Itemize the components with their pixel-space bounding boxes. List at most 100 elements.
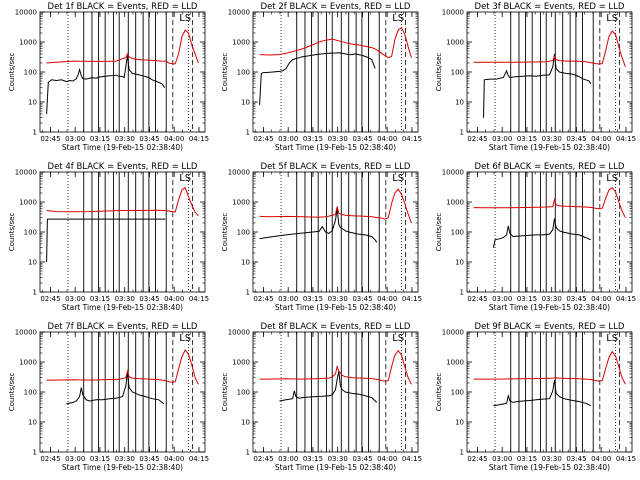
x-tick-label: 04:00: [591, 135, 611, 143]
plot-frame: [252, 171, 419, 293]
x-tick-label: 04:00: [591, 295, 611, 303]
panel-title: Det 4f BLACK = Events, RED = LLD: [48, 162, 198, 172]
lld-series-line: [259, 188, 412, 224]
x-tick-label: 03:15: [303, 455, 323, 463]
y-tick-label: 1: [460, 129, 464, 137]
ls-annotation: LS: [392, 173, 404, 184]
ls-annotation: LS: [179, 173, 191, 184]
events-series-line: [66, 372, 165, 405]
x-tick-label: 04:00: [164, 455, 184, 463]
events-series-line: [493, 380, 592, 407]
x-tick-label: 03:00: [278, 455, 298, 463]
x-tick-label: 03:45: [139, 295, 159, 303]
x-tick-label: 03:15: [517, 295, 537, 303]
y-tick-label: 10000: [228, 329, 250, 337]
y-tick-label: 10000: [15, 9, 37, 17]
x-tick-label: 04:15: [402, 295, 422, 303]
x-tick-label: 03:15: [90, 135, 110, 143]
x-tick-label: 03:30: [115, 135, 135, 143]
y-tick-label: 10: [455, 99, 464, 107]
x-tick-label: 03:45: [566, 135, 586, 143]
lld-series-line: [259, 349, 412, 385]
x-tick-label: 03:00: [65, 295, 85, 303]
x-tick-label: 02:45: [40, 295, 60, 303]
events-series-line: [492, 218, 592, 248]
x-tick-label: 03:30: [328, 135, 348, 143]
y-tick-label: 100: [24, 389, 37, 397]
y-tick-label: 100: [24, 69, 37, 77]
x-tick-label: 03:00: [492, 135, 512, 143]
x-tick-label: 02:45: [467, 455, 487, 463]
x-tick-label: 04:00: [591, 455, 611, 463]
y-tick-label: 100: [451, 229, 464, 237]
x-axis-label: Start Time (19-Feb-15 02:38:40): [275, 463, 396, 472]
events-series-line: [259, 52, 376, 105]
x-tick-label: 04:15: [402, 455, 422, 463]
y-tick-label: 1000: [232, 199, 250, 207]
y-tick-label: 1: [460, 289, 464, 297]
x-tick-label: 03:15: [303, 295, 323, 303]
y-tick-label: 10000: [442, 329, 464, 337]
x-tick-label: 03:30: [542, 455, 562, 463]
lld-series-line: [46, 29, 199, 65]
x-tick-label: 03:00: [278, 295, 298, 303]
x-tick-label: 03:00: [278, 135, 298, 143]
y-tick-label: 100: [24, 229, 37, 237]
y-tick-label: 1000: [446, 359, 464, 367]
y-tick-label: 10000: [228, 9, 250, 17]
x-tick-label: 04:00: [164, 295, 184, 303]
y-axis-label: Counts/sec: [8, 373, 16, 412]
x-tick-label: 03:30: [115, 455, 135, 463]
y-axis-label: Counts/sec: [435, 373, 443, 412]
lld-series-line: [46, 186, 199, 217]
y-tick-label: 1: [33, 129, 37, 137]
x-tick-label: 04:00: [377, 295, 397, 303]
plot-frame: [466, 171, 633, 293]
y-tick-label: 1: [460, 449, 464, 457]
plot-frame: [466, 331, 633, 453]
y-tick-label: 1: [33, 289, 37, 297]
y-tick-label: 1: [246, 129, 250, 137]
x-tick-label: 03:15: [517, 135, 537, 143]
x-tick-label: 03:00: [492, 455, 512, 463]
x-tick-label: 03:15: [90, 295, 110, 303]
x-tick-label: 03:45: [566, 455, 586, 463]
y-tick-label: 10000: [15, 169, 37, 177]
x-tick-label: 03:30: [542, 135, 562, 143]
x-axis-label: Start Time (19-Feb-15 02:38:40): [62, 303, 183, 312]
y-axis-label: Counts/sec: [8, 53, 16, 92]
x-tick-label: 03:30: [542, 295, 562, 303]
x-tick-label: 03:15: [303, 135, 323, 143]
x-tick-label: 02:45: [253, 455, 273, 463]
x-tick-label: 04:15: [616, 135, 636, 143]
x-tick-label: 04:15: [616, 295, 636, 303]
lld-series-line: [473, 187, 626, 218]
x-tick-label: 02:45: [253, 135, 273, 143]
x-tick-label: 03:15: [517, 455, 537, 463]
plot-frame: [252, 331, 419, 453]
x-tick-label: 03:45: [352, 455, 372, 463]
x-tick-label: 03:00: [65, 455, 85, 463]
ls-annotation: LS: [606, 173, 618, 184]
y-tick-label: 100: [237, 69, 250, 77]
x-tick-label: 04:15: [189, 135, 209, 143]
x-tick-label: 03:30: [328, 455, 348, 463]
y-tick-label: 10: [241, 419, 250, 427]
x-tick-label: 02:45: [40, 135, 60, 143]
x-tick-label: 03:45: [566, 295, 586, 303]
plot-frame: [39, 331, 206, 453]
x-tick-label: 04:15: [616, 455, 636, 463]
panel-title: Det 3f BLACK = Events, RED = LLD: [475, 2, 625, 12]
panel-title: Det 5f BLACK = Events, RED = LLD: [261, 162, 411, 172]
y-tick-label: 100: [451, 389, 464, 397]
x-tick-label: 03:00: [492, 295, 512, 303]
